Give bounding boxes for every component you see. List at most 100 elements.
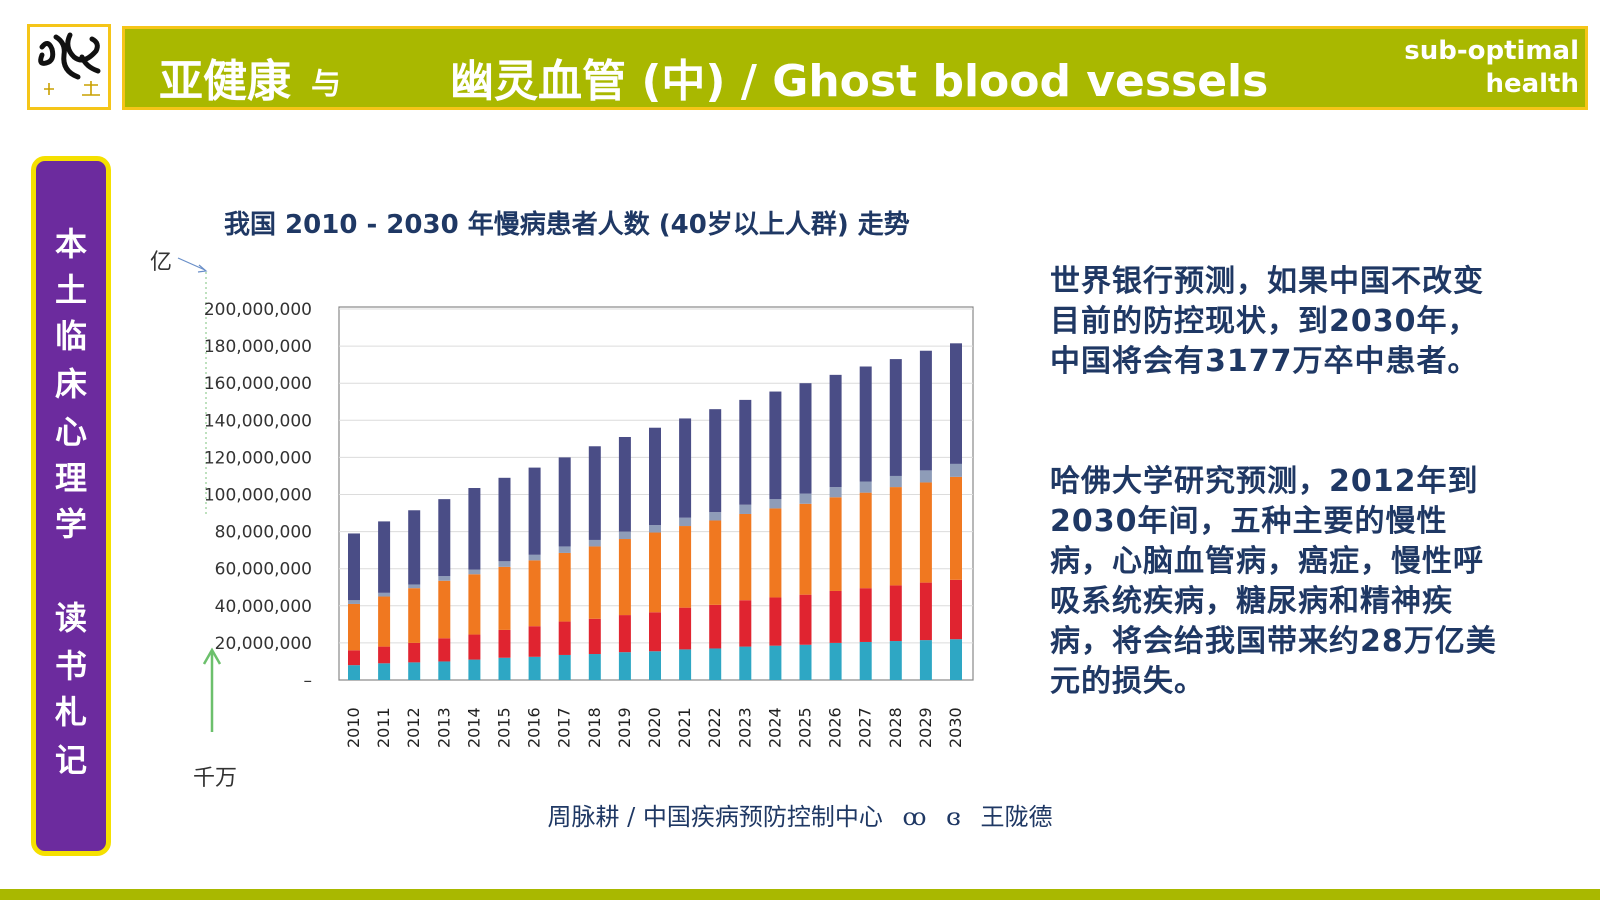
bar-segment-navy-2019	[618, 436, 631, 532]
page-title: 幽灵血管 (中) / Ghost blood vessels	[450, 56, 1269, 107]
bar-segment-teal-2030	[950, 639, 962, 680]
x-tick-label: 2021	[675, 707, 694, 748]
header-subtitle: sub-optimal health	[1404, 35, 1579, 101]
bar-segment-orange-2028	[889, 487, 902, 586]
x-tick-label: 2020	[645, 707, 664, 748]
bar-segment-gray-2023	[739, 504, 752, 514]
y-tick-label: 180,000,000	[204, 337, 312, 357]
bar-segment-red-2027	[859, 588, 872, 642]
bar-segment-red-2019	[618, 615, 631, 653]
bar-segment-orange-2023	[739, 513, 752, 601]
bar-segment-gray-2018	[588, 539, 601, 547]
sidebar-char: 学	[54, 505, 87, 543]
bar-segment-gray-2025	[799, 493, 812, 504]
x-tick-label: 2024	[765, 707, 784, 748]
chart-title: 我国 2010 - 2030 年慢病患者人数 (40岁以上人群) 走势	[224, 210, 910, 240]
bar-segment-orange-2017	[558, 552, 571, 622]
bar-segment-navy-2012	[408, 510, 421, 585]
bar-segment-red-2015	[498, 629, 511, 658]
y-tick-label: 80,000,000	[215, 523, 312, 543]
bar-segment-red-2013	[438, 638, 451, 662]
bar-segment-navy-2030	[950, 343, 962, 464]
bar-segment-gray-2029	[919, 470, 932, 483]
bar-segment-red-2017	[558, 621, 571, 655]
y-tick-label: 200,000,000	[204, 300, 312, 320]
bar-segment-navy-2010	[348, 533, 360, 601]
bar-segment-gray-2030	[950, 463, 962, 477]
bar-segment-navy-2018	[588, 446, 601, 540]
bar-segment-gray-2016	[528, 554, 541, 561]
bar-segment-gray-2020	[649, 525, 661, 533]
y-tick-label: 120,000,000	[204, 448, 312, 468]
bar-segment-navy-2026	[829, 374, 842, 488]
bar-segment-teal-2014	[468, 659, 481, 680]
bar-segment-red-2018	[588, 618, 601, 655]
y-tick-label: 20,000,000	[215, 634, 312, 654]
bar-segment-orange-2015	[498, 566, 511, 630]
bar-segment-red-2016	[528, 626, 541, 657]
x-tick-label: 2013	[434, 707, 453, 748]
bar-segment-teal-2024	[769, 645, 782, 680]
footer-source: 周脉耕 / 中国疾病预防控制中心	[547, 803, 883, 831]
x-tick-label: 2027	[856, 707, 875, 748]
bar-segment-navy-2015	[498, 477, 511, 562]
bar-segment-orange-2027	[859, 492, 872, 589]
bar-segment-red-2010	[348, 650, 360, 666]
bar-segment-red-2021	[679, 607, 692, 650]
bar-segment-red-2028	[889, 585, 902, 642]
bar-segment-teal-2021	[679, 649, 692, 680]
sidebar-char: 心	[54, 413, 87, 451]
bar-segment-navy-2016	[528, 467, 541, 555]
bar-segment-teal-2026	[829, 642, 842, 680]
x-tick-label: 2018	[585, 707, 604, 748]
x-tick-label: 2029	[916, 707, 935, 748]
bar-segment-gray-2019	[618, 531, 631, 540]
y-tick-label: 140,000,000	[204, 411, 312, 431]
x-tick-label: 2028	[886, 707, 905, 748]
bar-segment-navy-2014	[468, 488, 481, 570]
bar-segment-red-2014	[468, 634, 481, 660]
bar-segment-red-2029	[919, 582, 932, 641]
bar-segment-red-2025	[799, 594, 812, 645]
sidebar-char: 札	[54, 693, 87, 731]
bar-segment-teal-2011	[378, 663, 391, 680]
bar-segment-orange-2012	[408, 588, 421, 643]
bar-segment-red-2023	[739, 600, 752, 647]
bar-segment-gray-2028	[889, 475, 902, 488]
bar-segment-gray-2010	[348, 600, 360, 604]
sidebar-char: 床	[54, 365, 87, 403]
bar-segment-gray-2017	[558, 546, 571, 553]
bar-segment-gray-2014	[468, 569, 481, 575]
bar-segment-navy-2029	[919, 350, 932, 471]
logo-mark-icon	[38, 32, 101, 96]
unit-top-arrowhead	[197, 264, 208, 273]
y-tick-label: 40,000,000	[215, 597, 312, 617]
bar-segment-navy-2021	[679, 418, 692, 518]
paragraph-harvard: 哈佛大学研究预测，2012年到2030年间，五种主要的慢性病，心脑血管病，癌症，…	[1050, 464, 1497, 699]
x-tick-label: 2010	[344, 707, 363, 748]
paragraph-world-bank: 世界银行预测，如果中国不改变目前的防控现状，到2030年，中国将会有3177万卒…	[1050, 264, 1484, 379]
bar-segment-orange-2013	[438, 580, 451, 639]
bar-segment-teal-2025	[799, 644, 812, 680]
bar-segment-teal-2019	[618, 652, 631, 680]
bar-segment-red-2024	[769, 597, 782, 646]
bar-segment-navy-2017	[558, 457, 571, 547]
bar-segment-navy-2013	[438, 499, 451, 577]
x-tick-label: 2019	[615, 707, 634, 748]
bar-segment-orange-2010	[348, 603, 360, 651]
bottom-bar	[0, 889, 1600, 900]
bar-segment-orange-2014	[468, 574, 481, 635]
header-subtitle-line2: health	[1485, 69, 1579, 99]
bar-segment-red-2011	[378, 646, 391, 664]
y-tick-label: 160,000,000	[204, 374, 312, 394]
bar-segment-navy-2023	[739, 399, 752, 505]
bar-segment-red-2012	[408, 642, 421, 663]
unit-top-arrow	[177, 257, 206, 271]
bar-segment-orange-2022	[709, 520, 722, 605]
footer-credit: 周脉耕 / 中国疾病预防控制中心 ꝏ ɞ 王陇德	[0, 797, 1600, 832]
bar-segment-gray-2024	[769, 499, 782, 509]
bar-segment-teal-2022	[709, 648, 722, 680]
x-tick-label: 2030	[946, 707, 965, 748]
bar-segment-orange-2018	[588, 546, 601, 619]
bar-segment-teal-2018	[588, 654, 601, 680]
